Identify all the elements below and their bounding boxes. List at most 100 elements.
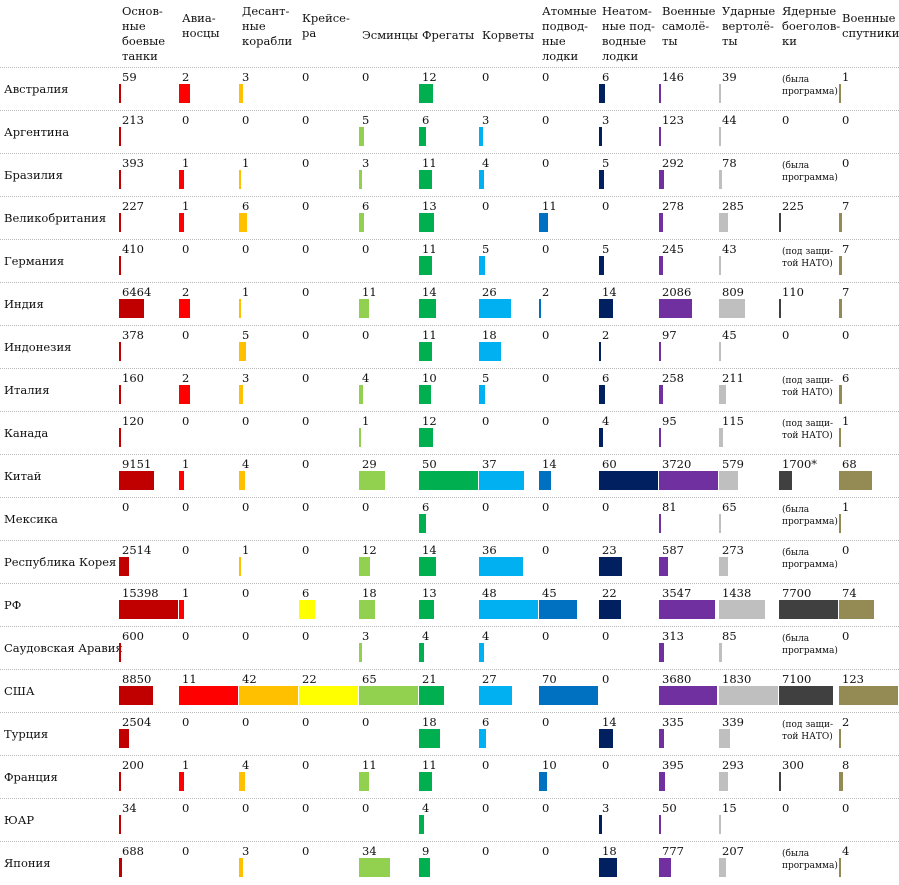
cell-value: 15 — [722, 801, 737, 815]
cell-value: 1 — [842, 500, 850, 514]
cell-value: 4 — [362, 371, 370, 385]
cell-value: 7 — [842, 199, 850, 213]
cell-value: 4 — [242, 758, 250, 772]
bar-cruisers — [299, 686, 358, 705]
row-divider — [0, 755, 899, 756]
cell-value: 600 — [122, 629, 144, 643]
cell-value: 11 — [542, 199, 557, 213]
cell-value: 0 — [542, 629, 550, 643]
bar-frigates — [419, 213, 434, 232]
bar-landing — [239, 299, 241, 318]
bar-corvettes — [479, 643, 484, 662]
bar-conv_subs — [599, 600, 621, 619]
cell-value: 0 — [362, 801, 370, 815]
cell-value: 0 — [482, 414, 490, 428]
bar-landing — [239, 170, 241, 189]
bar-landing — [239, 557, 241, 576]
bar-frigates — [419, 600, 434, 619]
bar-nuclear_subs — [539, 686, 598, 705]
cell-value: 378 — [122, 328, 144, 342]
cell-value: 2 — [182, 70, 190, 84]
cell-value: 5 — [602, 156, 610, 170]
cell-value: 0 — [302, 500, 310, 514]
bar-corvettes — [479, 600, 538, 619]
column-header-destroyers: Эсминцы — [362, 27, 419, 42]
country-label: Франция — [4, 770, 58, 784]
cell-note: (под защи- той НАТО) — [782, 247, 834, 269]
cell-value: 7 — [842, 242, 850, 256]
cell-value: 0 — [362, 500, 370, 514]
cell-note: (была программа) — [782, 548, 838, 570]
bar-conv_subs — [599, 299, 613, 318]
cell-value: 15398 — [122, 586, 159, 600]
cell-value: 0 — [302, 844, 310, 858]
cell-value: 0 — [482, 199, 490, 213]
country-label: США — [4, 684, 35, 698]
bar-helicopters — [719, 342, 721, 361]
cell-value: 0 — [242, 629, 250, 643]
cell-value: 115 — [722, 414, 744, 428]
cell-value: 0 — [482, 500, 490, 514]
cell-value: 0 — [302, 629, 310, 643]
bar-aircraft — [659, 557, 668, 576]
cell-value: 123 — [662, 113, 684, 127]
bar-warheads — [779, 600, 838, 619]
cell-value: 14 — [542, 457, 557, 471]
cell-value: 809 — [722, 285, 744, 299]
cell-value: 13 — [422, 199, 437, 213]
row-divider — [0, 583, 899, 584]
bar-landing — [239, 858, 243, 877]
cell-value: 42 — [242, 672, 257, 686]
cell-value: 0 — [182, 715, 190, 729]
row-divider — [0, 282, 899, 283]
country-label: ЮАР — [4, 813, 35, 827]
cell-value: 2 — [602, 328, 610, 342]
bar-satellites — [839, 858, 841, 877]
cell-value: 4 — [482, 156, 490, 170]
cell-value: 3 — [242, 70, 250, 84]
cell-value: 45 — [542, 586, 557, 600]
cell-value: 50 — [422, 457, 437, 471]
row-divider — [0, 540, 899, 541]
cell-value: 11 — [422, 156, 437, 170]
cell-value: 2 — [842, 715, 850, 729]
bar-frigates — [419, 643, 424, 662]
bar-helicopters — [719, 256, 721, 275]
cell-value: 11 — [362, 285, 377, 299]
bar-satellites — [839, 84, 841, 103]
bar-frigates — [419, 299, 436, 318]
country-label: Австралия — [4, 82, 69, 96]
cell-note: (была программа) — [782, 849, 838, 871]
bar-helicopters — [719, 385, 726, 404]
bar-helicopters — [719, 815, 721, 834]
cell-value: 0 — [842, 629, 850, 643]
cell-value: 0 — [542, 113, 550, 127]
cell-value: 8 — [842, 758, 850, 772]
cell-value: 688 — [122, 844, 144, 858]
cell-value: 335 — [662, 715, 684, 729]
cell-value: 211 — [722, 371, 744, 385]
cell-value: 2504 — [122, 715, 152, 729]
bar-helicopters — [719, 600, 765, 619]
cell-value: 5 — [242, 328, 250, 342]
cell-value: 0 — [842, 328, 850, 342]
bar-destroyers — [359, 170, 362, 189]
cell-value: 97 — [662, 328, 677, 342]
cell-value: 4 — [242, 457, 250, 471]
cell-value: 9151 — [122, 457, 152, 471]
bar-corvettes — [479, 385, 485, 404]
bar-aircraft — [659, 858, 671, 877]
cell-value: 0 — [542, 500, 550, 514]
bar-satellites — [839, 256, 842, 275]
cell-value: 0 — [302, 156, 310, 170]
cell-value: 26 — [482, 285, 497, 299]
bar-aircraft — [659, 170, 664, 189]
cell-value: 1 — [242, 156, 250, 170]
cell-value: 10 — [542, 758, 557, 772]
bar-helicopters — [719, 514, 721, 533]
bar-landing — [239, 213, 247, 232]
bar-helicopters — [719, 643, 722, 662]
cell-value: 0 — [362, 242, 370, 256]
cell-value: 18 — [602, 844, 617, 858]
cell-value: 81 — [662, 500, 677, 514]
